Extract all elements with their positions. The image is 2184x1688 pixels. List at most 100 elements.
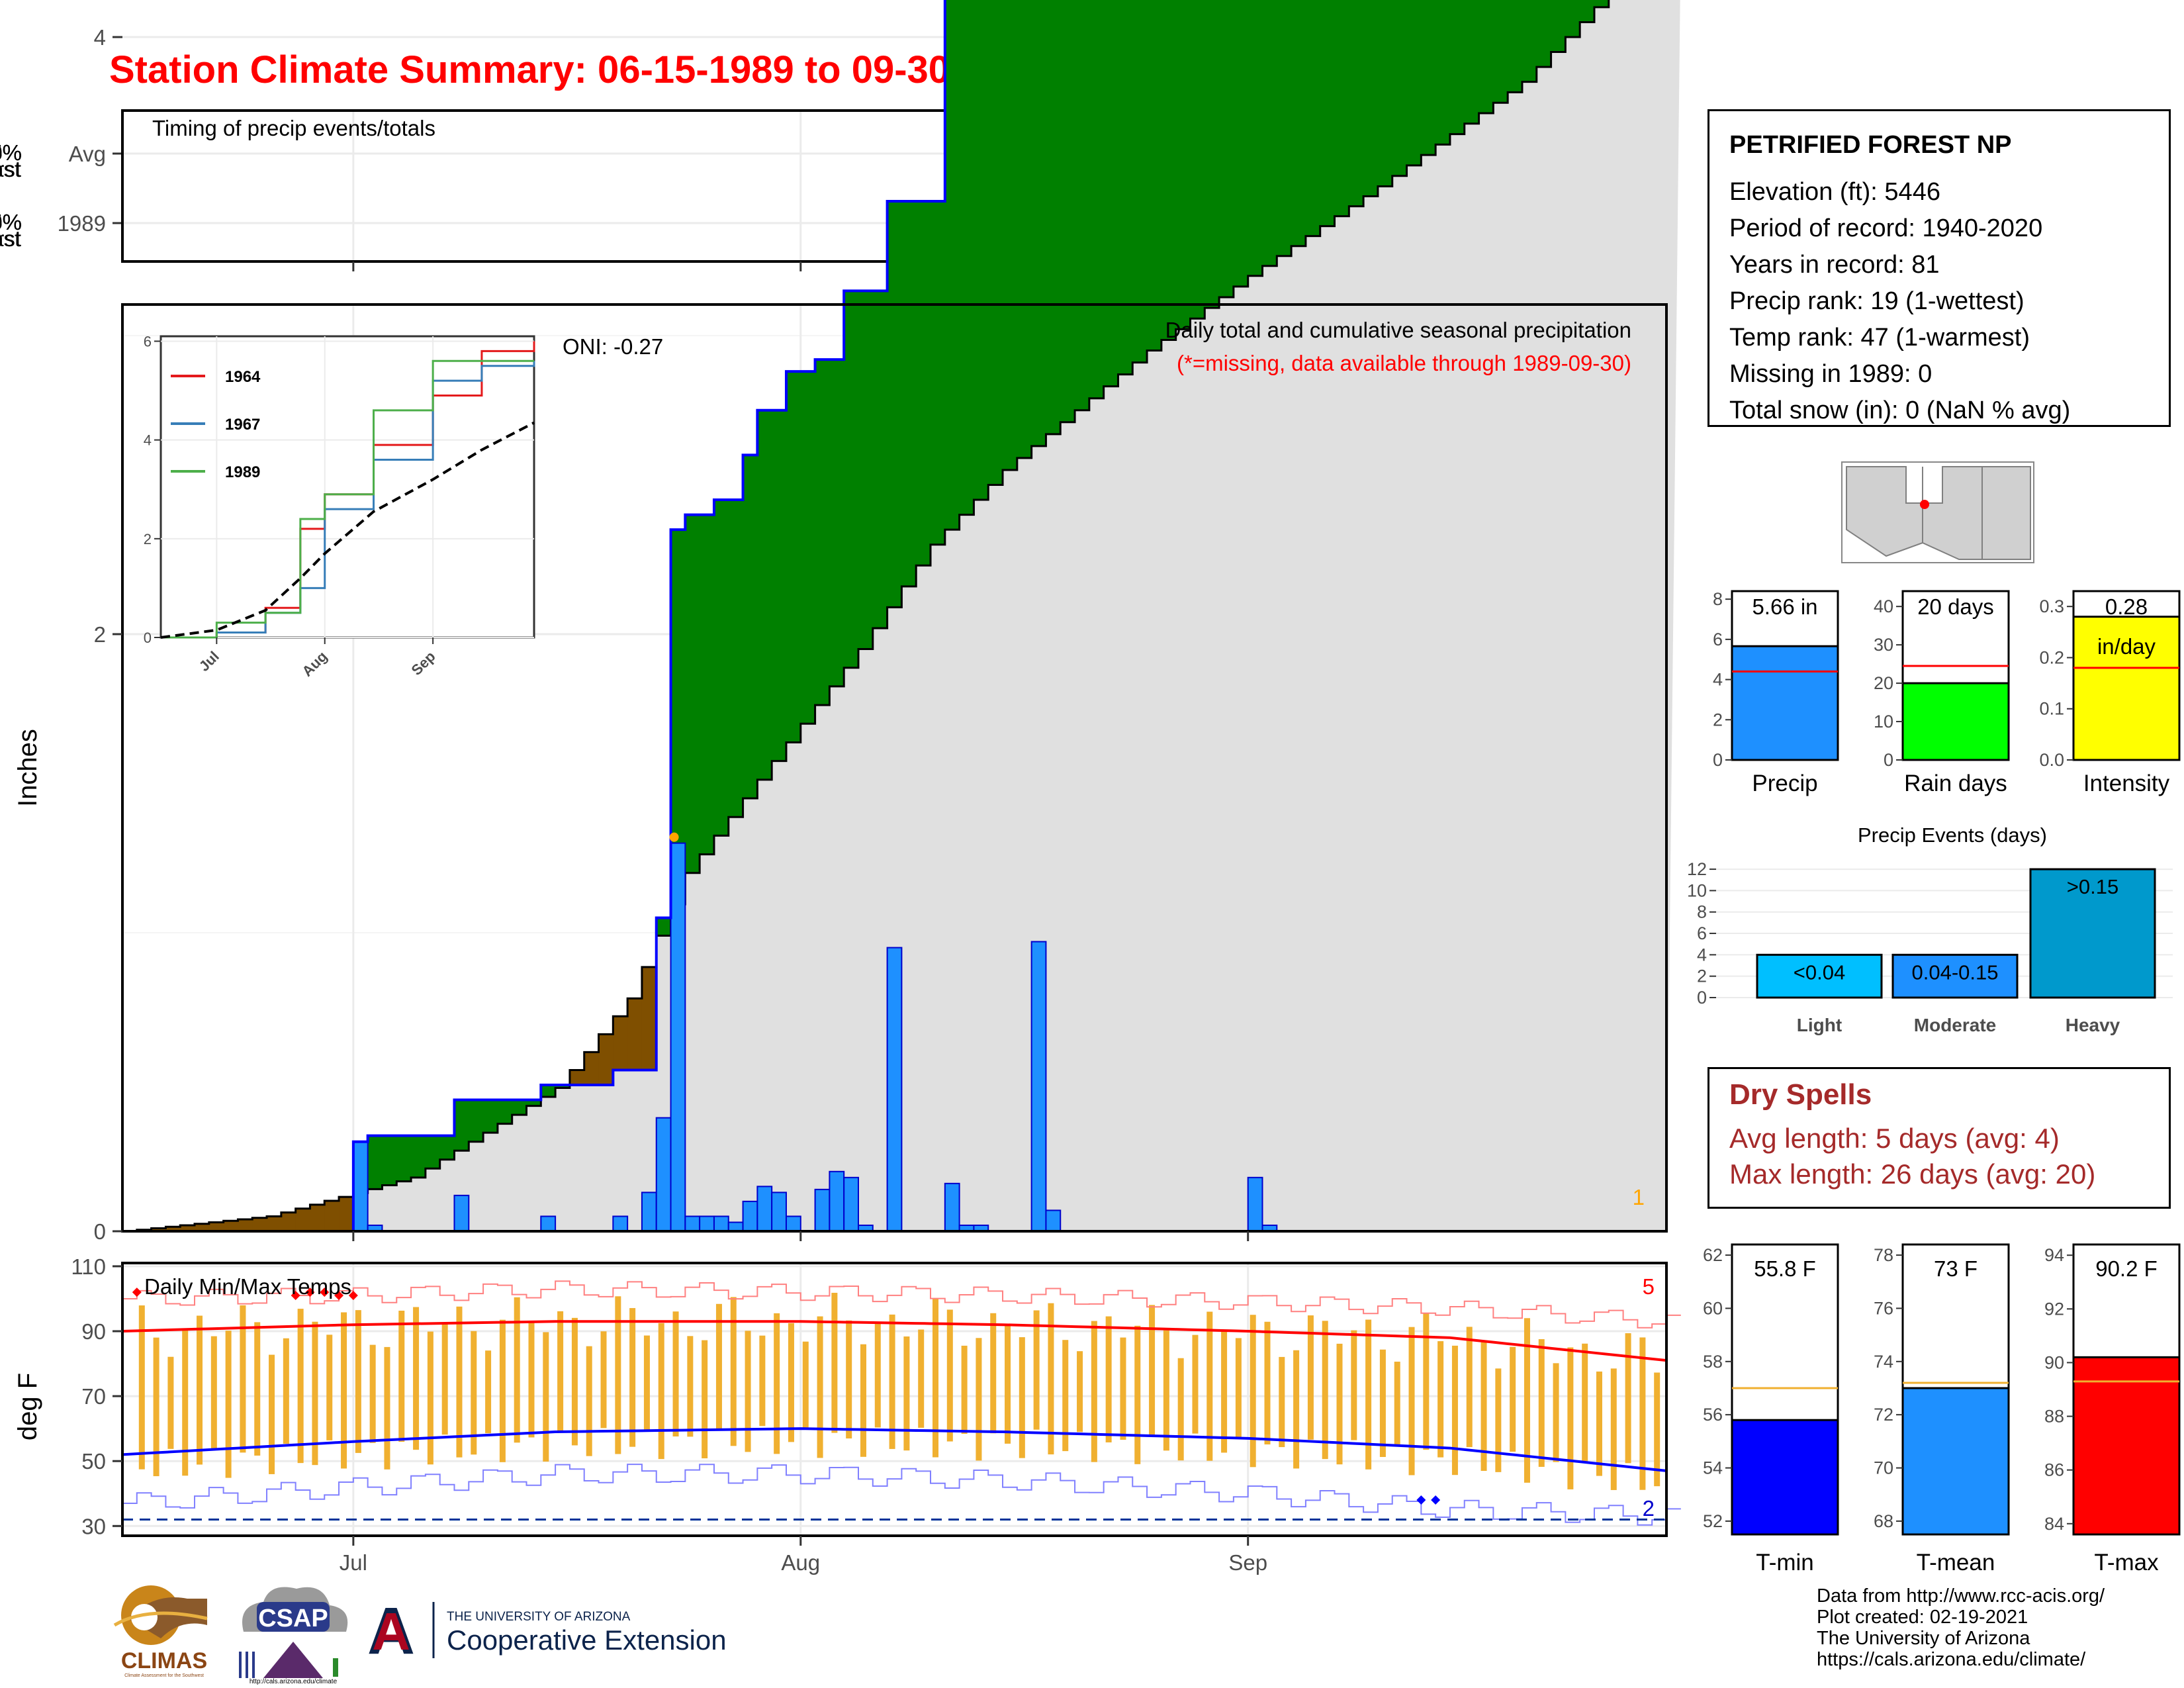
precip-subtitle: Daily total and cumulative seasonal prec…	[1165, 318, 1631, 342]
station-info-row: Total snow (in): 0 (NaN % avg)	[1729, 397, 2071, 424]
record-max-marker	[348, 1291, 358, 1301]
surplus-fill	[1103, 0, 1118, 387]
credit-line: The University of Arizona	[1817, 1628, 2030, 1649]
surplus-fill	[1089, 0, 1105, 399]
timing-row-label: 1989	[58, 211, 106, 236]
timing-pct-label: 50%	[0, 140, 22, 165]
temp-x-tick-label: Aug	[781, 1550, 820, 1575]
daily-temp-bar	[730, 1297, 737, 1446]
daily-precip-bar	[886, 947, 903, 1233]
daily-temp-bar	[658, 1323, 664, 1460]
daily-temp-bar	[1610, 1368, 1617, 1490]
timing-last-label: Last	[0, 157, 21, 181]
surplus-fill	[526, 1100, 541, 1106]
daily-temp-bar	[615, 1296, 621, 1454]
summary-bar-tick-label: 10	[1874, 712, 1893, 731]
daily-temp-bar	[1625, 1333, 1631, 1464]
daily-temp-bar	[687, 1336, 694, 1437]
surplus-fill	[1536, 0, 1552, 68]
deficit-fill	[165, 1227, 181, 1231]
map-states	[1846, 466, 2031, 560]
deficit-fill	[238, 1219, 253, 1231]
ua-logo-letter: A	[367, 1595, 415, 1668]
daily-temp-bar	[759, 1335, 766, 1427]
daily-temp-bar	[1235, 1338, 1242, 1438]
summary-bar-label: Intensity	[2083, 771, 2170, 796]
surplus-fill	[887, 201, 902, 608]
daily-temp-bar	[471, 1331, 477, 1455]
summary-bar-value-label: 5.66 in	[1752, 594, 1817, 619]
temp-min-count-label: 2	[1643, 1496, 1655, 1521]
events-y-tick-label: 6	[1697, 923, 1707, 943]
surplus-fill	[700, 514, 715, 855]
temp-summary-t-min: 55.8 F 52 54 56 58 60 62 T-min	[1703, 1243, 1839, 1575]
ua-logo-line1: THE UNIVERSITY OF ARIZONA	[447, 1610, 631, 1624]
surplus-fill	[1003, 0, 1018, 470]
avg-min-temp-line	[122, 1427, 1667, 1472]
daily-temp-bar	[1120, 1337, 1126, 1440]
daily-temp-bar	[1336, 1343, 1343, 1465]
temp-y-tick-label: 90	[81, 1319, 106, 1344]
deficit-fill	[252, 1217, 267, 1231]
dry-spells-avg: Avg length: 5 days (avg: 4)	[1729, 1123, 2060, 1154]
daily-temp-bar	[1033, 1310, 1040, 1430]
daily-temp-bar	[889, 1314, 895, 1449]
daily-temp-bar	[788, 1323, 794, 1442]
daily-temp-bar	[1062, 1340, 1069, 1452]
temp-summary-tick-label: 52	[1703, 1511, 1723, 1531]
summary-bar-unit-label: in/day	[2097, 634, 2156, 659]
daily-precip-bar	[814, 1188, 831, 1232]
station-map	[1841, 461, 2034, 563]
daily-temp-bar	[1221, 1331, 1228, 1453]
daily-temp-bar	[1134, 1325, 1141, 1464]
daily-precip-bar	[771, 1192, 787, 1232]
surplus-fill	[1421, 0, 1436, 156]
daily-temp-bar	[398, 1310, 405, 1442]
temp-summary-tick-label: 74	[1874, 1352, 1893, 1372]
temp-summary-value-label: 90.2 F	[2095, 1256, 2158, 1281]
deficit-fill	[613, 1016, 628, 1070]
summary-bar-intensity: 0.28 in/day 0.0 0.1 0.2 0.3 Intensity	[2039, 590, 2181, 796]
inset-y-tick-label: 4	[144, 432, 152, 449]
daily-precip-bar	[756, 1186, 773, 1232]
daily-precip-bar	[1030, 941, 1047, 1233]
temp-summary-tick-label: 92	[2044, 1299, 2064, 1319]
temp-x-tick-label: Sep	[1228, 1550, 1267, 1575]
daily-temp-bar	[528, 1321, 535, 1438]
station-info-row: Missing in 1989: 0	[1729, 360, 1933, 388]
record-max-marker	[334, 1291, 344, 1301]
daily-temp-bar	[1510, 1346, 1516, 1452]
daily-temp-bar	[1553, 1363, 1559, 1462]
record-max-marker	[132, 1288, 142, 1297]
avg-cumulative-fill	[122, 0, 1680, 1231]
temp-summary-tick-label: 60	[1703, 1298, 1723, 1318]
daily-temp-bar	[240, 1305, 246, 1453]
surplus-fill	[541, 1085, 556, 1098]
deficit-fill	[223, 1221, 238, 1231]
surplus-fill	[1219, 0, 1234, 298]
cumulative-1989-line	[122, 0, 946, 1233]
daily-temp-bar	[138, 1305, 145, 1470]
surplus-fill	[685, 514, 700, 873]
daily-temp-bar	[1654, 1372, 1661, 1487]
timing-first-label: First	[0, 226, 21, 251]
surplus-fill	[713, 500, 729, 836]
daily-temp-bar	[774, 1313, 780, 1454]
surplus-fill	[872, 291, 888, 628]
surplus-fill	[1233, 0, 1249, 287]
surplus-fill	[1075, 0, 1090, 410]
surplus-fill	[1031, 0, 1046, 446]
temp-summary-label: T-min	[1756, 1550, 1814, 1575]
deficit-fill	[598, 1034, 614, 1086]
temp-summary-tick-label: 58	[1703, 1352, 1723, 1372]
temp-max-count-label: 5	[1643, 1274, 1655, 1299]
surplus-fill	[1291, 0, 1306, 246]
daily-temp-bar	[254, 1322, 261, 1456]
inset-y-tick-label: 2	[144, 531, 152, 547]
daily-precip-bar	[670, 842, 686, 1232]
events-y-tick-label: 0	[1697, 988, 1707, 1008]
daily-temp-bar	[629, 1308, 636, 1447]
event-bar-label: Heavy	[2066, 1015, 2120, 1035]
